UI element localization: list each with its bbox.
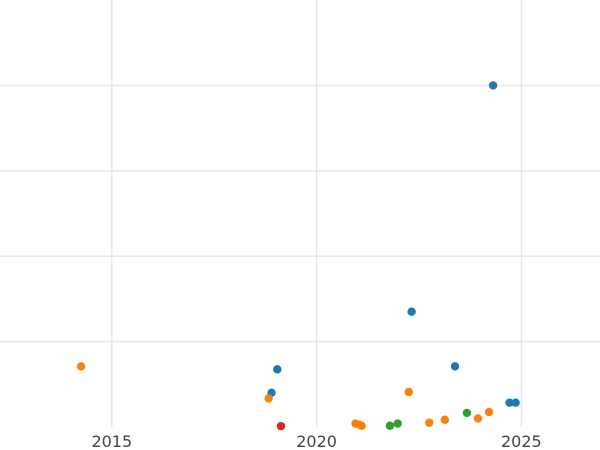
x-tick-label-2015: 2015 [91, 432, 132, 450]
data-point-series-1-9 [484, 407, 494, 417]
x-axis-tick-labels: 2015 2020 2025 [91, 432, 541, 450]
data-point-series-1-7 [440, 415, 449, 424]
data-points [76, 81, 520, 431]
data-point-series-0-0 [488, 81, 498, 90]
data-point-series-3-0 [276, 421, 286, 431]
data-point-series-2-1 [393, 419, 402, 428]
data-point-series-2-0 [385, 421, 395, 430]
x-tick-label-2025: 2025 [501, 432, 542, 450]
data-point-series-1-0 [76, 362, 86, 371]
data-point-series-0-1 [407, 307, 416, 316]
data-point-series-1-1 [264, 394, 273, 403]
data-point-series-0-6 [511, 398, 520, 407]
data-point-series-0-5 [505, 398, 514, 407]
data-point-series-0-4 [450, 362, 460, 371]
data-point-series-1-8 [473, 414, 483, 423]
data-point-series-1-5 [357, 421, 366, 430]
data-point-series-2-2 [462, 408, 472, 418]
data-point-series-1-6 [425, 418, 434, 427]
data-point-series-0-2 [273, 365, 282, 374]
gridlines [0, 0, 600, 427]
x-tick-label-2020: 2020 [296, 432, 337, 450]
data-point-series-1-2 [404, 387, 413, 397]
